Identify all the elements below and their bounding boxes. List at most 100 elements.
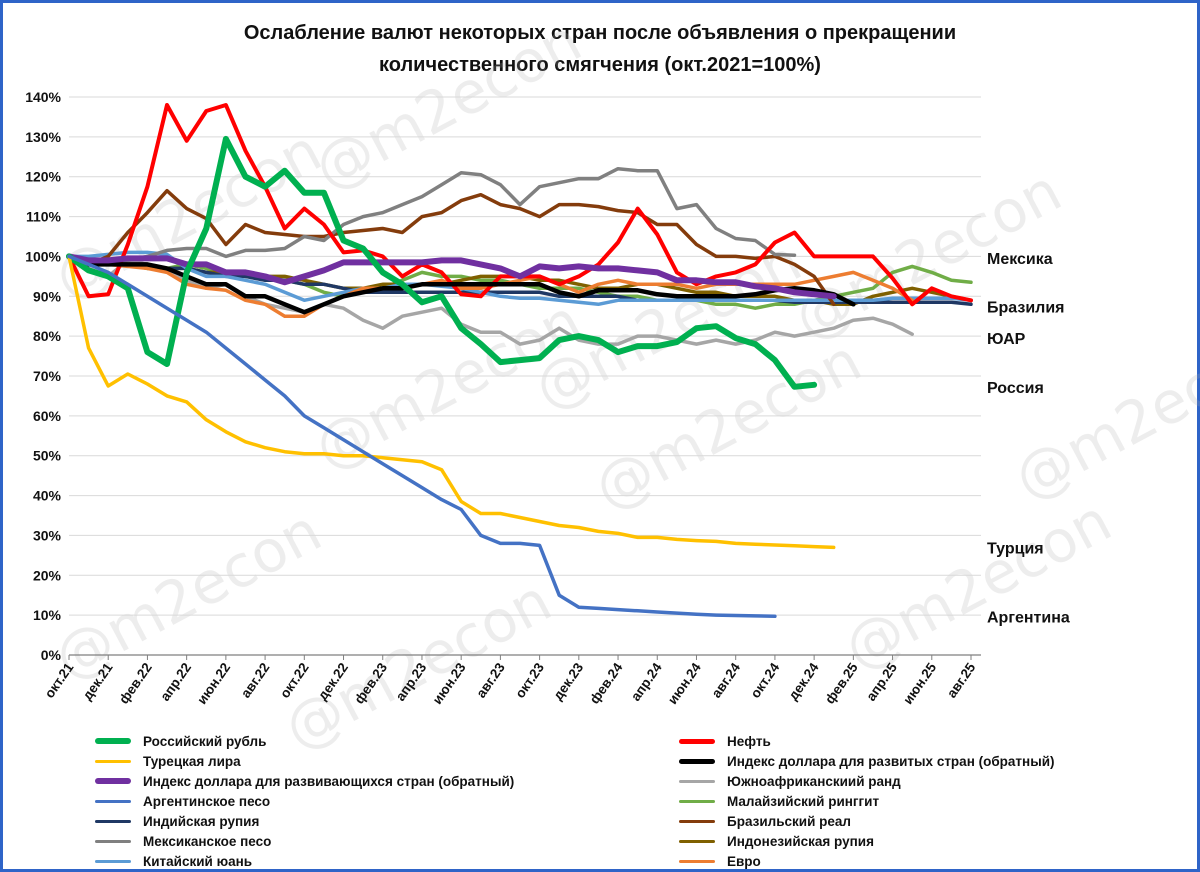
x-tick-label: дек.22 [315, 660, 351, 703]
series-end-label: Аргентина [987, 609, 1070, 626]
x-tick-label: окт.21 [42, 660, 77, 701]
legend-right: Нефть Индекс доллара для развитых стран (… [679, 731, 1055, 871]
legend-swatch [95, 759, 131, 763]
y-tick-label: 20% [33, 567, 62, 583]
legend-item: Индонезийская рупия [679, 831, 1055, 851]
x-tick-label: авг.22 [238, 660, 273, 700]
legend-item: Бразильский реал [679, 811, 1055, 831]
legend-label: Турецкая лира [143, 753, 241, 769]
legend-item: Евро [679, 851, 1055, 871]
legend-swatch [679, 859, 715, 863]
legend-label: Российский рубль [143, 733, 267, 749]
y-tick-label: 110% [26, 209, 62, 225]
legend-swatch [95, 839, 131, 843]
legend-swatch [679, 839, 715, 843]
y-tick-label: 40% [33, 488, 62, 504]
legend-swatch [95, 819, 131, 823]
legend-label: Индекс доллара для развивающихся стран (… [143, 773, 515, 789]
y-tick-label: 10% [33, 607, 62, 623]
y-tick-label: 130% [25, 129, 61, 145]
chart-title-line1: Ослабление валют некоторых стран после о… [243, 22, 957, 44]
x-tick-label: июн.24 [665, 660, 704, 707]
legend-swatch [679, 799, 715, 803]
series-line [66, 253, 837, 300]
legend-label: Индекс доллара для развитых стран (обрат… [727, 753, 1055, 769]
legend-swatch [679, 779, 715, 783]
x-tick-label: апр.25 [863, 660, 900, 704]
x-tick-label: июн.22 [194, 660, 233, 707]
legend-swatch [679, 738, 715, 744]
y-tick-label: 100% [25, 248, 61, 264]
chart-title-line2: количественного смягчения (окт.2021=100%… [379, 54, 821, 76]
series-line [67, 166, 797, 267]
legend-label: Бразильский реал [727, 813, 851, 829]
x-tick-label: фев.22 [116, 660, 155, 706]
y-tick-label: 30% [33, 527, 62, 543]
x-tick-label: авг.23 [473, 660, 508, 701]
series-line [67, 250, 973, 307]
x-tick-label: окт.22 [277, 660, 312, 701]
series-line [66, 254, 856, 315]
legend-label: Евро [727, 853, 761, 869]
legend-left: Российский рубль Турецкая лира Индекс долл… [95, 731, 514, 871]
series-end-label: Бразилия [987, 299, 1065, 316]
series-line [66, 135, 818, 390]
legend-item: Индийская рупия [95, 811, 514, 831]
legend-label: Южноафриканскиий ранд [727, 773, 901, 789]
legend-label: Аргентинское песо [143, 793, 271, 809]
series-end-label: Россия [987, 380, 1044, 397]
x-tick-label: авг.24 [709, 660, 744, 701]
series-line [67, 188, 836, 307]
legend-item: Индекс доллара для развитых стран (обрат… [679, 751, 1055, 771]
y-tick-label: 120% [25, 169, 61, 185]
x-tick-label: дек.24 [785, 660, 821, 703]
x-tick-label: фев.24 [587, 660, 626, 707]
y-tick-label: 70% [33, 368, 62, 384]
legend-item: Аргентинское песо [95, 791, 514, 811]
legend-item: Мексиканское песо [95, 831, 514, 851]
x-tick-label: апр.22 [157, 660, 194, 704]
legend-label: Китайский юань [143, 853, 253, 869]
legend-item: Индекс доллара для развивающихся стран (… [95, 771, 514, 791]
x-tick-label: фев.25 [822, 660, 861, 707]
x-tick-label: дек.21 [80, 660, 116, 703]
legend-item: Китайский юань [95, 851, 514, 871]
legend-label: Малайзийский ринггит [727, 793, 880, 809]
y-tick-label: 80% [33, 328, 62, 344]
x-tick-label: дек.23 [550, 660, 586, 703]
series-end-label: Мексика [987, 251, 1053, 268]
legend-item: Малайзийский ринггит [679, 791, 1055, 811]
legend-label: Индонезийская рупия [727, 833, 874, 849]
series-line [67, 254, 777, 619]
line-chart: 0% 10% 20% 30% 40% 50% 60% 70% 80% 90% 100% 110% 120… [25, 89, 1070, 707]
y-tick-label: 60% [33, 408, 62, 424]
legend-label: Мексиканское песо [143, 833, 272, 849]
y-tick-label: 0% [41, 647, 62, 663]
series-line [67, 254, 836, 550]
legend-swatch [679, 758, 715, 764]
x-tick-label: окт.23 [512, 660, 547, 701]
y-tick-label: 50% [33, 448, 62, 464]
legend-item: Южноафриканскиий ранд [679, 771, 1055, 791]
legend-swatch [95, 859, 131, 863]
legend-item: Нефть [679, 731, 1055, 751]
legend-swatch [95, 778, 131, 784]
x-tick-label: июн.23 [430, 660, 469, 707]
legend-label: Нефть [727, 733, 771, 749]
legend-label: Индийская рупия [143, 813, 260, 829]
x-tick-label: окт.24 [748, 660, 783, 701]
legend-swatch [95, 799, 131, 803]
series-end-label: Турция [987, 540, 1044, 557]
x-tick-label: апр.23 [393, 660, 430, 704]
x-tick-label: апр.24 [628, 660, 665, 704]
y-tick-label: 90% [33, 288, 62, 304]
legend-item: Российский рубль [95, 731, 514, 751]
series-end-label: ЮАР [987, 331, 1026, 348]
chart-title: Ослабление валют некоторых стран после о… [3, 17, 1197, 81]
legend-swatch [679, 819, 715, 823]
x-tick-label: фев.23 [351, 660, 390, 707]
y-tick-label: 140% [25, 89, 61, 105]
legend-item: Турецкая лира [95, 751, 514, 771]
x-tick-label: июн.25 [900, 660, 939, 707]
